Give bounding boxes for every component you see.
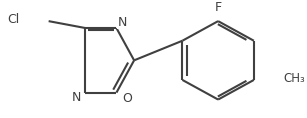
Text: N: N [72,91,81,104]
Text: F: F [215,1,222,14]
Text: N: N [118,16,127,29]
Text: CH₃: CH₃ [283,72,305,85]
Text: O: O [122,93,132,105]
Text: Cl: Cl [7,13,19,26]
